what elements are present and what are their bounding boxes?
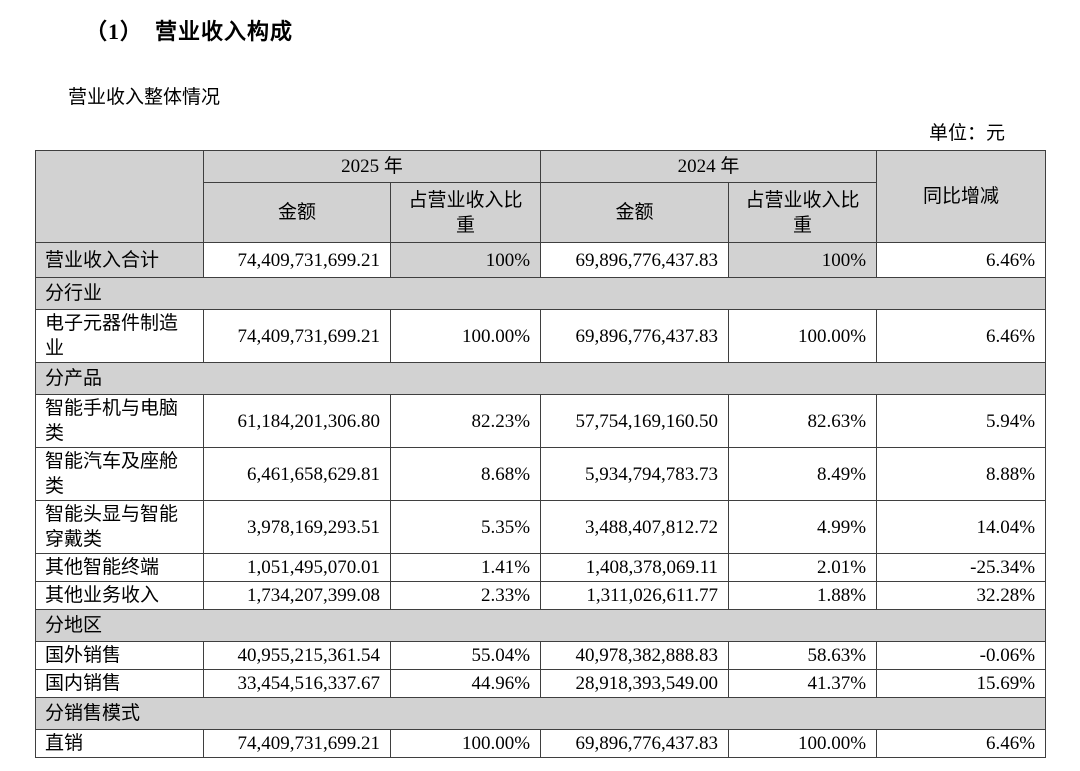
table-row: 国内销售 33,454,516,337.67 44.96% 28,918,393,54… [35, 669, 1047, 698]
amount-2024-cell: 69,896,776,437.83 [540, 729, 730, 758]
revenue-composition-table: 2025 年 2024 年 同比增减 金额 占营业收入比重 金额 占营业收入比重… [34, 150, 1047, 758]
pct-2024-cell: 82.63% [728, 394, 878, 448]
pct-2025-cell: 8.68% [389, 447, 542, 501]
amount-2024-cell: 5,934,794,783.73 [540, 447, 730, 501]
pct-2024-cell: 100% [728, 242, 878, 278]
row-label-cell: 智能手机与电脑类 [35, 394, 204, 448]
table-row: 电子元器件制造业 74,409,731,699.21 100.00% 69,896,7… [35, 309, 1047, 363]
pct-2024-cell: 2.01% [728, 553, 878, 582]
yoy-cell: 6.46% [876, 309, 1047, 363]
row-label-cell: 直销 [35, 729, 204, 758]
pct-2024-cell: 4.99% [728, 500, 878, 554]
row-label-cell: 智能头显与智能穿戴类 [35, 500, 204, 554]
subtitle: 营业收入整体情况 [68, 87, 221, 108]
pct-2025-cell: 1.41% [389, 553, 542, 582]
pct-2025-cell: 5.35% [389, 500, 542, 554]
pct-2025-cell: 100% [389, 242, 542, 278]
unit-label: 单位：元 [928, 123, 1005, 144]
pct-2024-cell: 1.88% [728, 581, 878, 610]
pct-2024-cell: 41.37% [728, 669, 878, 698]
section-header-row: 分销售模式 [34, 697, 1047, 730]
table-row: 其他智能终端 1,051,495,070.01 1.41% 1,408,378,069… [35, 553, 1047, 582]
section-label-cell: 分产品 [34, 362, 1047, 395]
pct-2025-cell: 55.04% [389, 641, 542, 670]
header-row-measures: 金额 占营业收入比重 金额 占营业收入比重 [36, 182, 1046, 243]
row-label-cell: 其他智能终端 [35, 553, 204, 582]
table-row: 智能头显与智能穿戴类 3,978,169,293.51 5.35% 3,488,407… [35, 500, 1047, 554]
yoy-cell: 8.88% [876, 447, 1047, 501]
amount-2025-cell: 1,051,495,070.01 [203, 553, 391, 582]
amount-2025-cell: 40,955,215,361.54 [203, 641, 391, 670]
amount-2025-header: 金额 [203, 182, 391, 243]
pct-2025-cell: 100.00% [389, 309, 542, 363]
yoy-cell: 15.69% [876, 669, 1047, 698]
pct-2025-cell: 82.23% [389, 394, 542, 448]
amount-2024-cell: 1,408,378,069.11 [540, 553, 730, 582]
section-label-cell: 分销售模式 [34, 697, 1047, 730]
table-row: 国外销售 40,955,215,361.54 55.04% 40,978,382,88… [35, 641, 1047, 670]
amount-2024-cell: 69,896,776,437.83 [540, 309, 730, 363]
row-label-cell: 电子元器件制造业 [35, 309, 204, 363]
corner-blank-cell [35, 150, 204, 243]
section-header-row: 分产品 [34, 362, 1047, 395]
pct-2025-header: 占营业收入比重 [389, 182, 542, 243]
amount-2024-cell: 3,488,407,812.72 [540, 500, 730, 554]
yoy-cell: 14.04% [876, 500, 1047, 554]
yoy-cell: 5.94% [876, 394, 1047, 448]
pct-2024-cell: 58.63% [728, 641, 878, 670]
report-page: （1） 营业收入构成 营业收入整体情况 单位：元 2025 年 2024 年 同… [0, 14, 1080, 771]
amount-2025-cell: 6,461,658,629.81 [203, 447, 391, 501]
amount-2025-cell: 74,409,731,699.21 [203, 242, 391, 278]
section-header-row: 分行业 [34, 277, 1047, 310]
section-header-row: 分地区 [34, 609, 1047, 642]
pct-2025-cell: 100.00% [389, 729, 542, 758]
yoy-cell: 32.28% [876, 581, 1047, 610]
row-label-cell: 其他业务收入 [35, 581, 204, 610]
amount-2025-cell: 74,409,731,699.21 [203, 309, 391, 363]
pct-2024-cell: 100.00% [728, 309, 878, 363]
row-label-cell: 智能汽车及座舱类 [35, 447, 204, 501]
pct-2024-cell: 8.49% [728, 447, 878, 501]
table-row: 直销 74,409,731,699.21 100.00% 69,896,776,437… [35, 729, 1047, 758]
amount-2024-cell: 28,918,393,549.00 [540, 669, 730, 698]
pct-2025-cell: 2.33% [389, 581, 542, 610]
amount-2025-cell: 33,454,516,337.67 [203, 669, 391, 698]
amount-2024-cell: 40,978,382,888.83 [540, 641, 730, 670]
amount-2024-header: 金额 [540, 182, 730, 243]
amount-2024-cell: 57,754,169,160.50 [540, 394, 730, 448]
amount-2025-cell: 74,409,731,699.21 [203, 729, 391, 758]
yoy-cell: 6.46% [876, 729, 1047, 758]
amount-2024-cell: 1,311,026,611.77 [540, 581, 730, 610]
year-2024-header: 2024 年 [540, 150, 878, 183]
table-row: 智能手机与电脑类 61,184,201,306.80 82.23% 57,754,16… [35, 394, 1047, 448]
amount-2024-cell: 69,896,776,437.83 [540, 242, 730, 278]
amount-2025-cell: 1,734,207,399.08 [203, 581, 391, 610]
table-row: 营业收入合计 74,409,731,699.21 100% 69,896,776,43… [35, 242, 1047, 278]
yoy-header: 同比增减 [876, 150, 1047, 243]
yoy-cell: -25.34% [876, 553, 1047, 582]
amount-2025-cell: 3,978,169,293.51 [203, 500, 391, 554]
yoy-cell: -0.06% [876, 641, 1047, 670]
table-row: 智能汽车及座舱类 6,461,658,629.81 8.68% 5,934,794,7… [35, 447, 1047, 501]
section-label-cell: 分行业 [34, 277, 1047, 310]
row-label-cell: 国内销售 [35, 669, 204, 698]
section-label-cell: 分地区 [34, 609, 1047, 642]
pct-2024-header: 占营业收入比重 [728, 182, 878, 243]
row-label-cell: 营业收入合计 [35, 242, 204, 278]
row-label-cell: 国外销售 [35, 641, 204, 670]
year-2025-header: 2025 年 [202, 150, 542, 183]
yoy-cell: 6.46% [876, 242, 1047, 278]
pct-2024-cell: 100.00% [728, 729, 878, 758]
pct-2025-cell: 44.96% [389, 669, 542, 698]
amount-2025-cell: 61,184,201,306.80 [203, 394, 391, 448]
section-title: （1） 营业收入构成 [85, 19, 294, 44]
table-row: 其他业务收入 1,734,207,399.08 2.33% 1,311,026,611… [35, 581, 1047, 610]
header-row-years: 2025 年 2024 年 同比增减 [35, 150, 1047, 243]
